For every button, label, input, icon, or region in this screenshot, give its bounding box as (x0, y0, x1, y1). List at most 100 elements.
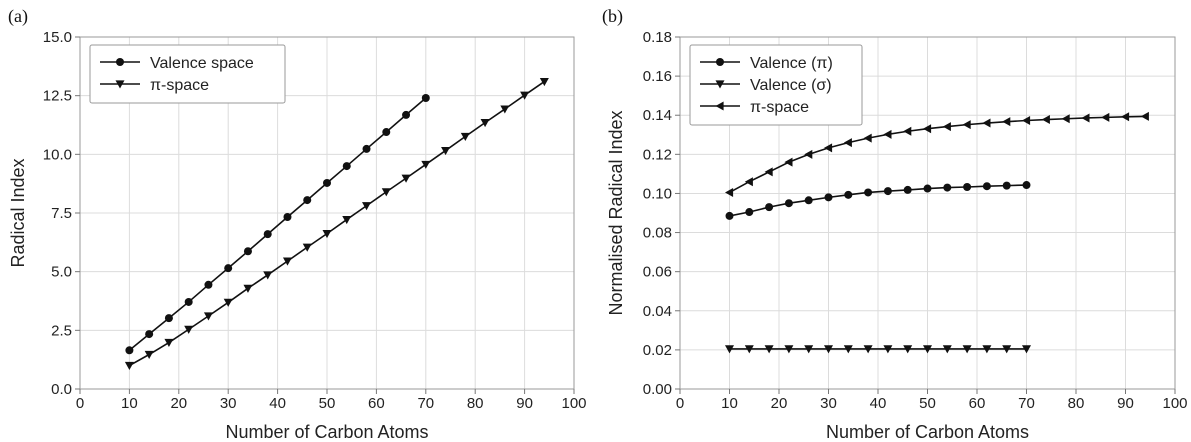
x-tick-label: 20 (170, 395, 187, 412)
data-point (184, 325, 194, 334)
data-point (923, 345, 932, 354)
data-point (342, 162, 351, 171)
y-tick-label: 5.0 (51, 264, 72, 281)
y-tick-label: 0.02 (643, 342, 672, 359)
data-point (401, 174, 411, 183)
data-point (1002, 181, 1011, 190)
data-point (1121, 112, 1130, 122)
legend-label: Valence (π) (750, 55, 833, 72)
y-tick-label: 0.00 (643, 381, 672, 398)
y-tick-label: 0.06 (643, 264, 672, 281)
x-axis-label: Number of Carbon Atoms (826, 422, 1029, 442)
x-tick-label: 90 (1117, 395, 1134, 412)
data-point (824, 143, 833, 153)
legend-entry: Valence (σ) (700, 77, 832, 94)
data-point (903, 126, 912, 136)
data-point (402, 110, 411, 119)
data-point (441, 146, 451, 156)
data-point (942, 345, 952, 354)
y-axis-label: Radical Index (8, 158, 28, 267)
data-point (381, 188, 391, 197)
x-tick-label: 90 (516, 395, 533, 412)
series-line (129, 80, 545, 367)
data-point (824, 345, 833, 354)
x-tick-label: 100 (1162, 395, 1187, 412)
y-tick-label: 0.10 (643, 185, 672, 202)
data-point (903, 345, 913, 354)
data-point (322, 230, 332, 239)
data-point (144, 350, 154, 360)
legend-label: Valence (σ) (750, 77, 832, 94)
x-tick-label: 0 (76, 395, 84, 412)
data-point (725, 211, 734, 220)
data-point (784, 199, 793, 208)
x-tick-label: 0 (676, 395, 684, 412)
data-point (539, 77, 549, 87)
x-tick-label: 50 (319, 395, 336, 412)
data-point (764, 167, 773, 177)
series-line (729, 184, 1027, 217)
data-point (942, 122, 951, 132)
data-point (943, 183, 952, 192)
chart-panel-a: 0 10 20 30 40 50 60 70 80 90 100 0.0 2.5 5.0 7.5 10.0 12… (8, 6, 587, 442)
data-point (500, 105, 510, 114)
data-point (745, 208, 754, 217)
data-point (362, 144, 371, 153)
panel-label: (a) (8, 6, 28, 27)
data-point (224, 264, 233, 273)
x-tick-label: 80 (467, 395, 484, 412)
data-point (824, 193, 833, 202)
data-point (1002, 345, 1012, 354)
y-tick-label: 0.08 (643, 225, 672, 242)
x-tick-label: 30 (220, 395, 237, 412)
x-tick-label: 30 (820, 395, 837, 412)
data-point (283, 212, 292, 221)
data-point (323, 178, 331, 187)
legend-label: π-space (750, 99, 809, 116)
series-0 (725, 181, 1031, 220)
x-tick-label: 10 (721, 395, 738, 412)
chart-panel-b: 0 10 20 30 40 50 60 70 80 90 100 0.00 0.02 0.04 0.06 0.… (602, 6, 1188, 442)
data-point (982, 118, 991, 128)
data-point (204, 280, 213, 289)
data-point (804, 345, 814, 354)
data-point (843, 138, 852, 148)
data-point (1101, 112, 1110, 122)
data-point (744, 177, 753, 187)
legend-marker (116, 58, 124, 66)
data-point (125, 346, 134, 355)
data-point (963, 182, 972, 191)
data-point (864, 188, 873, 197)
data-point (883, 129, 892, 139)
y-tick-label: 10.0 (43, 146, 72, 163)
x-tick-label: 60 (368, 395, 385, 412)
data-point (804, 149, 813, 159)
data-point (804, 196, 813, 205)
y-tick-label: 0.04 (643, 303, 672, 320)
data-point (923, 124, 932, 134)
x-tick-label: 50 (919, 395, 936, 412)
data-point (520, 91, 530, 100)
data-point (784, 157, 793, 167)
y-tick-label: 15.0 (43, 29, 72, 46)
data-point (982, 182, 991, 191)
data-point (784, 345, 794, 354)
legend-entry: π-space (100, 77, 209, 94)
data-point (243, 247, 252, 256)
data-point (421, 160, 431, 169)
x-tick-label: 40 (269, 395, 286, 412)
legend-entry: Valence (π) (700, 55, 833, 72)
legend-label: π-space (150, 77, 209, 94)
data-point (1022, 116, 1031, 126)
legend: Valence (π) Valence (σ) π-space (689, 44, 863, 126)
data-point (282, 257, 292, 266)
y-tick-label: 0.14 (643, 107, 672, 124)
x-tick-label: 70 (1018, 395, 1035, 412)
legend-marker (716, 58, 724, 66)
data-point (263, 271, 273, 280)
y-tick-label: 12.5 (43, 88, 72, 105)
data-point (1061, 114, 1070, 124)
series-1 (124, 77, 549, 371)
series-1 (725, 345, 1031, 354)
legend-marker (715, 80, 725, 89)
